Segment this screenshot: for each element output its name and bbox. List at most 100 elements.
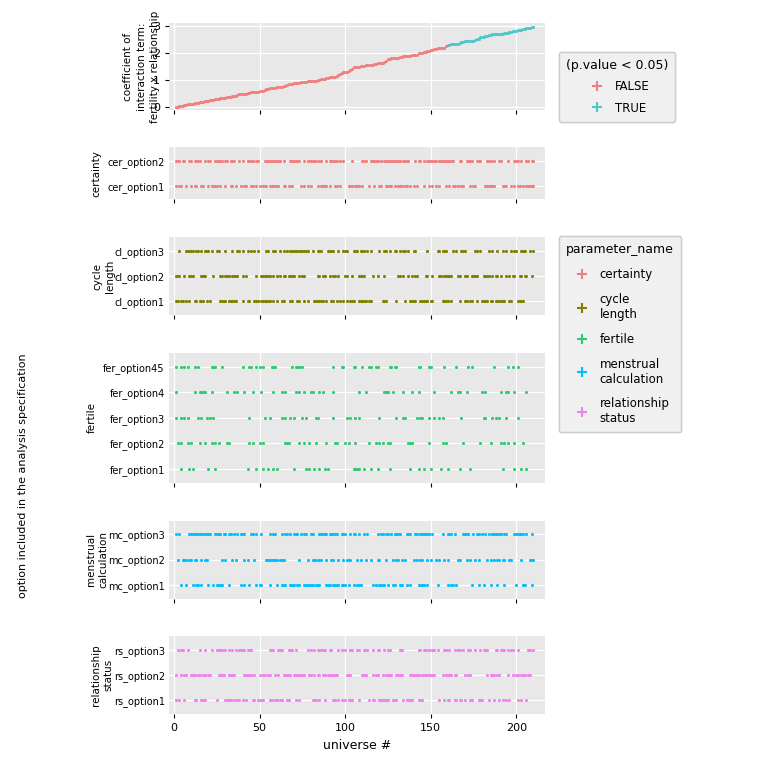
Point <box>230 644 242 656</box>
Point <box>284 669 296 681</box>
Point <box>312 578 324 591</box>
Point <box>298 669 310 681</box>
Point <box>237 644 249 656</box>
Point <box>472 554 485 566</box>
Point <box>510 528 522 541</box>
Point <box>386 180 398 192</box>
Point <box>389 180 401 192</box>
Point <box>445 270 457 283</box>
Point <box>348 462 360 475</box>
Point <box>498 578 511 591</box>
Point <box>461 386 473 399</box>
Point <box>520 528 532 541</box>
Point <box>296 361 309 373</box>
Point <box>495 295 507 307</box>
Point <box>428 412 440 424</box>
Point <box>291 155 303 167</box>
Point <box>214 295 227 307</box>
Point <box>429 554 442 566</box>
Point <box>452 180 464 192</box>
Point <box>369 437 382 449</box>
Point <box>303 462 316 475</box>
Point <box>349 361 362 373</box>
Point <box>312 295 324 307</box>
Point <box>216 578 228 591</box>
Point <box>474 437 486 449</box>
Point <box>394 51 406 64</box>
Point <box>305 644 317 656</box>
Point <box>337 245 349 257</box>
Point <box>320 295 333 307</box>
Point <box>310 578 323 591</box>
Point <box>270 81 283 94</box>
Point <box>358 295 370 307</box>
Point <box>418 180 430 192</box>
Point <box>344 644 356 656</box>
Point <box>257 437 269 449</box>
Point <box>482 270 495 283</box>
Point <box>319 669 331 681</box>
Point <box>458 295 471 307</box>
Point <box>505 554 517 566</box>
Point <box>288 155 300 167</box>
Point <box>442 669 454 681</box>
Point <box>175 644 187 656</box>
Point <box>199 437 211 449</box>
Point <box>527 554 539 566</box>
Point <box>255 386 267 399</box>
Point <box>469 180 482 192</box>
Point <box>461 528 473 541</box>
Point <box>341 270 353 283</box>
Point <box>382 180 394 192</box>
Point <box>253 578 266 591</box>
Point <box>369 58 382 70</box>
Point <box>524 180 536 192</box>
Point <box>383 245 396 257</box>
Point <box>296 669 309 681</box>
Point <box>457 528 469 541</box>
Point <box>288 462 300 475</box>
Point <box>396 554 408 566</box>
Point <box>238 180 250 192</box>
Point <box>187 462 199 475</box>
Point <box>269 694 281 707</box>
Point <box>492 28 504 40</box>
Point <box>226 245 238 257</box>
Point <box>411 669 423 681</box>
Point <box>207 578 220 591</box>
Point <box>260 245 273 257</box>
Point <box>305 578 317 591</box>
Point <box>281 437 293 449</box>
Point <box>310 554 323 566</box>
Point <box>402 528 415 541</box>
Point <box>482 694 495 707</box>
Point <box>238 644 250 656</box>
Point <box>269 245 281 257</box>
Point <box>305 528 317 541</box>
Point <box>301 180 313 192</box>
Point <box>511 412 524 424</box>
Point <box>404 462 416 475</box>
Point <box>433 180 445 192</box>
Point <box>465 361 478 373</box>
Point <box>348 528 360 541</box>
Point <box>214 155 227 167</box>
Point <box>493 295 505 307</box>
Point <box>276 386 288 399</box>
Point <box>250 462 263 475</box>
Point <box>515 528 528 541</box>
Point <box>284 528 296 541</box>
Point <box>492 270 504 283</box>
Point <box>386 669 398 681</box>
Point <box>482 180 495 192</box>
Point <box>399 295 411 307</box>
Point <box>515 669 528 681</box>
Point <box>279 386 291 399</box>
Point <box>226 554 238 566</box>
Point <box>277 80 290 92</box>
Point <box>419 669 432 681</box>
Point <box>190 97 203 109</box>
Point <box>213 155 225 167</box>
Point <box>498 644 511 656</box>
Point <box>358 245 370 257</box>
